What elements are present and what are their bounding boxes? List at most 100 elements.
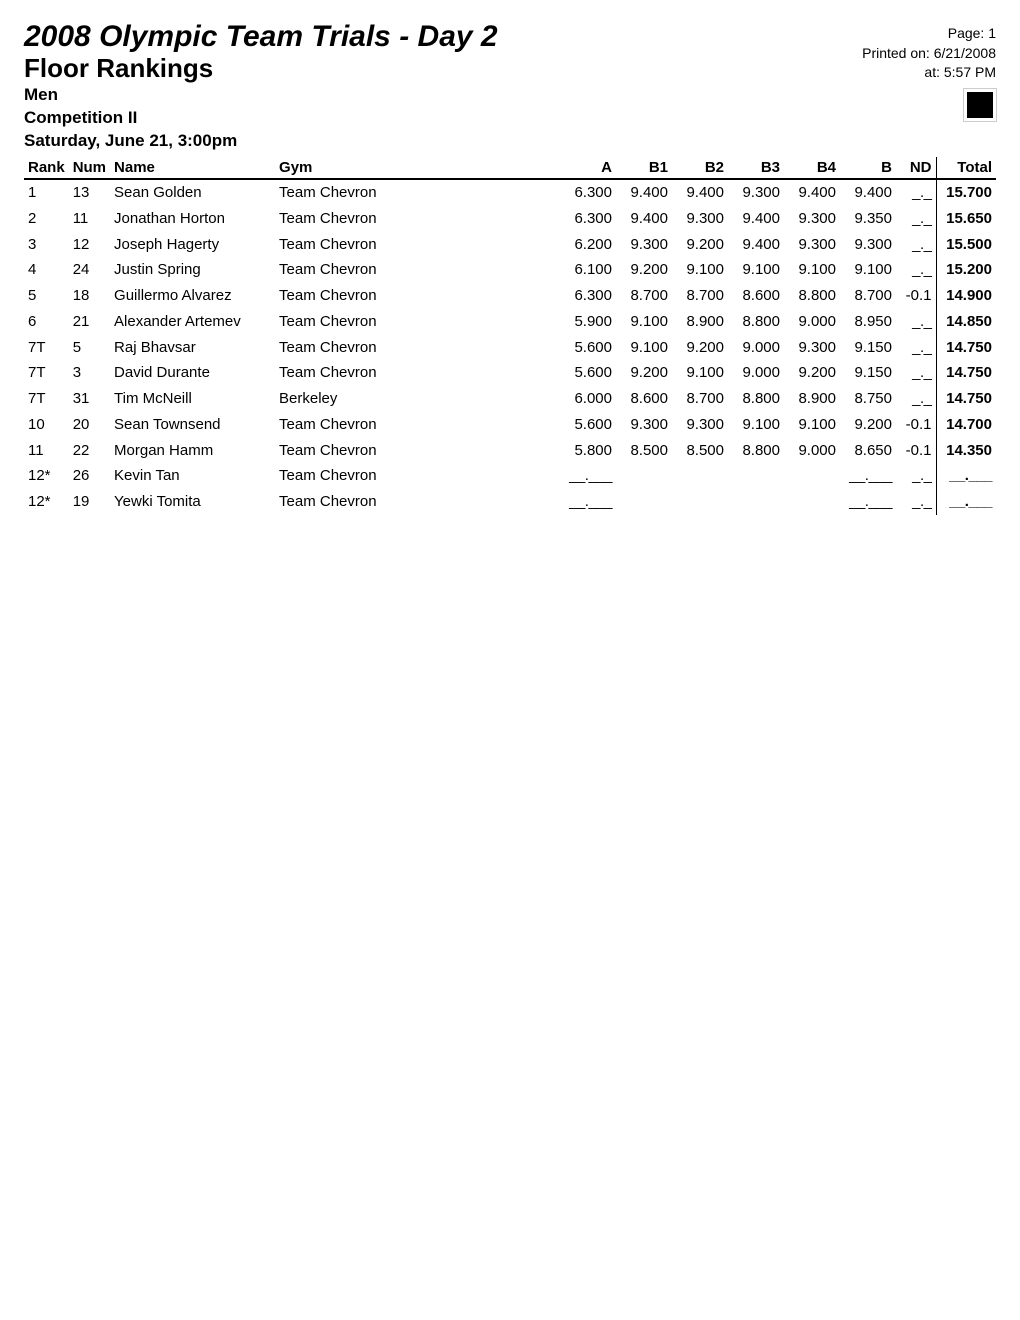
- cell-b2: 9.100: [672, 360, 728, 386]
- header-line-men: Men: [24, 84, 862, 107]
- cell-nd: _._: [896, 335, 936, 361]
- cell-nd: _._: [896, 257, 936, 283]
- cell-a: 6.000: [560, 386, 616, 412]
- cell-b4: 9.300: [784, 232, 840, 258]
- cell-gym: Team Chevron: [275, 412, 560, 438]
- cell-name: Yewki Tomita: [110, 489, 275, 515]
- cell-rank: 12*: [24, 489, 69, 515]
- cell-b: 9.200: [840, 412, 896, 438]
- cell-rank: 12*: [24, 463, 69, 489]
- cell-total: 14.850: [936, 309, 996, 335]
- col-gym: Gym: [275, 157, 560, 179]
- cell-num: 3: [69, 360, 110, 386]
- cell-b: 8.650: [840, 438, 896, 464]
- cell-gym: Team Chevron: [275, 257, 560, 283]
- cell-num: 19: [69, 489, 110, 515]
- cell-nd: _._: [896, 232, 936, 258]
- cell-b1: 9.200: [616, 360, 672, 386]
- cell-b: __.___: [840, 489, 896, 515]
- cell-b4: 9.000: [784, 438, 840, 464]
- cell-b1: 9.200: [616, 257, 672, 283]
- col-b1: B1: [616, 157, 672, 179]
- cell-a: 6.300: [560, 179, 616, 206]
- cell-b3: 9.000: [728, 335, 784, 361]
- cell-total: 15.700: [936, 179, 996, 206]
- cell-nd: -0.1: [896, 412, 936, 438]
- cell-a: 6.200: [560, 232, 616, 258]
- cell-total: 14.900: [936, 283, 996, 309]
- cell-nd: -0.1: [896, 283, 936, 309]
- cell-num: 5: [69, 335, 110, 361]
- cell-a: __.___: [560, 463, 616, 489]
- col-b4: B4: [784, 157, 840, 179]
- cell-b1: 9.300: [616, 412, 672, 438]
- cell-b: 9.100: [840, 257, 896, 283]
- cell-b: 9.150: [840, 335, 896, 361]
- cell-a: 5.600: [560, 360, 616, 386]
- cell-nd: -0.1: [896, 438, 936, 464]
- cell-b: __.___: [840, 463, 896, 489]
- cell-a: 5.600: [560, 335, 616, 361]
- cell-num: 11: [69, 206, 110, 232]
- cell-name: Sean Golden: [110, 179, 275, 206]
- cell-total: 15.200: [936, 257, 996, 283]
- cell-b3: [728, 489, 784, 515]
- cell-b4: 9.300: [784, 206, 840, 232]
- cell-rank: 11: [24, 438, 69, 464]
- cell-b1: 9.300: [616, 232, 672, 258]
- cell-b: 9.400: [840, 179, 896, 206]
- cell-b: 9.150: [840, 360, 896, 386]
- col-nd: ND: [896, 157, 936, 179]
- cell-name: Kevin Tan: [110, 463, 275, 489]
- cell-total: __.___: [936, 489, 996, 515]
- logo-container: [862, 89, 996, 121]
- cell-b4: 9.400: [784, 179, 840, 206]
- cell-nd: _._: [896, 360, 936, 386]
- cell-gym: Team Chevron: [275, 360, 560, 386]
- cell-gym: Team Chevron: [275, 489, 560, 515]
- cell-rank: 7T: [24, 335, 69, 361]
- cell-b3: 9.100: [728, 412, 784, 438]
- printed-at: at: 5:57 PM: [862, 63, 996, 83]
- cell-num: 24: [69, 257, 110, 283]
- cell-gym: Team Chevron: [275, 463, 560, 489]
- cell-b2: 8.700: [672, 283, 728, 309]
- cell-b3: 8.800: [728, 438, 784, 464]
- cell-name: Morgan Hamm: [110, 438, 275, 464]
- cell-num: 26: [69, 463, 110, 489]
- header-right: Page: 1 Printed on: 6/21/2008 at: 5:57 P…: [862, 20, 996, 123]
- title-sub: Floor Rankings: [24, 53, 862, 84]
- printed-on: Printed on: 6/21/2008: [862, 44, 996, 64]
- cell-b4: 8.800: [784, 283, 840, 309]
- cell-num: 31: [69, 386, 110, 412]
- cell-rank: 1: [24, 179, 69, 206]
- table-row: 7T5Raj BhavsarTeam Chevron5.6009.1009.20…: [24, 335, 996, 361]
- cell-b: 8.750: [840, 386, 896, 412]
- cell-a: 6.300: [560, 283, 616, 309]
- cell-rank: 5: [24, 283, 69, 309]
- cell-rank: 7T: [24, 386, 69, 412]
- cell-b3: [728, 463, 784, 489]
- cell-total: 14.750: [936, 360, 996, 386]
- cell-b2: 9.100: [672, 257, 728, 283]
- cell-rank: 4: [24, 257, 69, 283]
- cell-b2: [672, 489, 728, 515]
- cell-gym: Team Chevron: [275, 232, 560, 258]
- cell-nd: _._: [896, 386, 936, 412]
- cell-b3: 9.400: [728, 206, 784, 232]
- cell-b3: 9.000: [728, 360, 784, 386]
- cell-total: 14.750: [936, 386, 996, 412]
- page-number: Page: 1: [862, 24, 996, 44]
- cell-b: 8.950: [840, 309, 896, 335]
- table-row: 621Alexander ArtemevTeam Chevron5.9009.1…: [24, 309, 996, 335]
- cell-b: 8.700: [840, 283, 896, 309]
- col-total: Total: [936, 157, 996, 179]
- cell-name: Guillermo Alvarez: [110, 283, 275, 309]
- cell-num: 20: [69, 412, 110, 438]
- table-row: 113Sean GoldenTeam Chevron6.3009.4009.40…: [24, 179, 996, 206]
- cell-b3: 9.300: [728, 179, 784, 206]
- cell-b4: 8.900: [784, 386, 840, 412]
- header-line-competition: Competition II: [24, 107, 862, 130]
- cell-a: 5.600: [560, 412, 616, 438]
- cell-num: 21: [69, 309, 110, 335]
